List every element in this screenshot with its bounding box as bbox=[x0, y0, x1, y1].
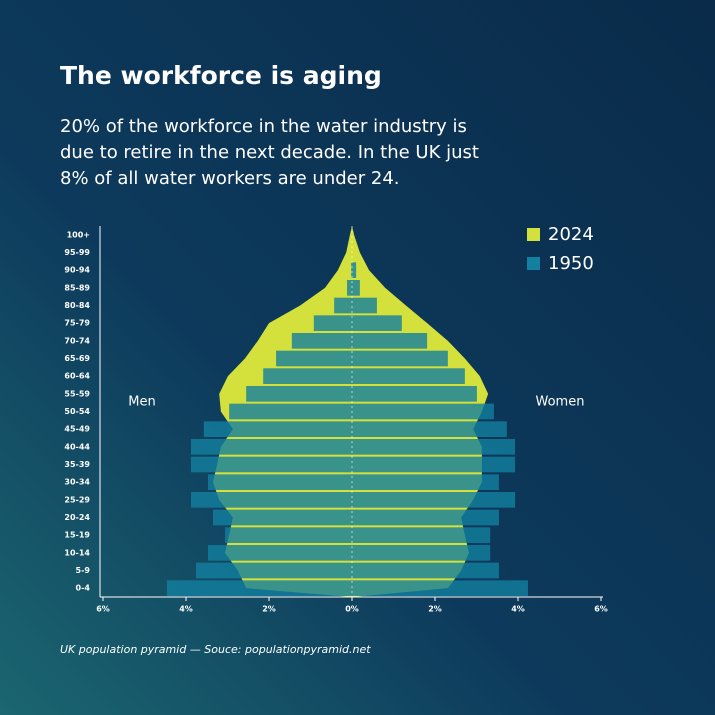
bar bbox=[195, 562, 352, 579]
bar bbox=[190, 439, 352, 455]
side-label: Men bbox=[128, 395, 155, 410]
y-tick-label: 70-74 bbox=[64, 336, 90, 345]
bar bbox=[352, 474, 499, 490]
legend-swatch bbox=[527, 228, 540, 241]
y-tick-label: 100+ bbox=[67, 230, 90, 239]
bar bbox=[207, 474, 352, 490]
bar bbox=[352, 297, 377, 314]
x-tick-label: 4% bbox=[179, 605, 193, 614]
bar bbox=[352, 350, 448, 367]
bar bbox=[212, 509, 352, 526]
bar bbox=[352, 368, 465, 384]
chart-title: The workforce is aging bbox=[60, 61, 382, 90]
bar bbox=[347, 280, 352, 296]
bar bbox=[352, 421, 507, 437]
y-tick-label: 60-64 bbox=[64, 372, 90, 381]
bar bbox=[352, 280, 360, 296]
bar bbox=[352, 562, 499, 579]
bar bbox=[352, 439, 516, 455]
bar bbox=[352, 315, 402, 331]
bar bbox=[352, 492, 516, 508]
bar bbox=[229, 403, 352, 420]
bar bbox=[313, 315, 352, 331]
bar bbox=[246, 386, 352, 402]
subtitle: 8% of all water workers are under 24. bbox=[60, 168, 400, 189]
y-tick-label: 10-14 bbox=[64, 548, 90, 557]
bar bbox=[352, 456, 516, 473]
y-tick-label: 0-4 bbox=[76, 584, 91, 593]
footnote: UK population pyramid — Souce: populatio… bbox=[60, 643, 371, 656]
bar bbox=[263, 368, 352, 384]
bar bbox=[190, 456, 352, 473]
bar bbox=[291, 333, 352, 349]
y-tick-label: 45-49 bbox=[64, 425, 90, 434]
bar bbox=[352, 333, 428, 349]
y-tick-label: 40-44 bbox=[64, 442, 90, 451]
y-tick-label: 20-24 bbox=[64, 513, 90, 522]
bar bbox=[352, 403, 494, 420]
bar bbox=[352, 527, 491, 543]
y-tick-label: 75-79 bbox=[64, 319, 90, 328]
y-tick-label: 95-99 bbox=[64, 248, 90, 257]
bar bbox=[352, 580, 528, 596]
bar bbox=[352, 545, 491, 561]
legend-label: 1950 bbox=[548, 253, 594, 274]
bar bbox=[203, 421, 352, 437]
x-tick-label: 6% bbox=[96, 605, 110, 614]
legend-label: 2024 bbox=[548, 224, 594, 245]
y-tick-label: 55-59 bbox=[64, 389, 90, 398]
bar bbox=[334, 297, 352, 314]
bar bbox=[276, 350, 352, 367]
y-tick-label: 90-94 bbox=[64, 266, 90, 275]
x-tick-label: 2% bbox=[262, 605, 276, 614]
side-label: Women bbox=[536, 395, 585, 410]
y-tick-label: 80-84 bbox=[64, 301, 90, 310]
bar bbox=[207, 545, 352, 561]
x-tick-label: 4% bbox=[511, 605, 525, 614]
y-tick-label: 35-39 bbox=[64, 460, 90, 469]
y-tick-label: 50-54 bbox=[64, 407, 90, 416]
subtitle: 20% of the workforce in the water indust… bbox=[60, 116, 467, 137]
y-tick-label: 30-34 bbox=[64, 478, 90, 487]
bar bbox=[352, 509, 499, 526]
bar bbox=[225, 527, 352, 543]
subtitle: due to retire in the next decade. In the… bbox=[60, 142, 479, 163]
y-tick-label: 15-19 bbox=[64, 531, 90, 540]
bar bbox=[352, 386, 477, 402]
x-tick-label: 2% bbox=[428, 605, 442, 614]
y-tick-label: 85-89 bbox=[64, 283, 90, 292]
x-tick-label: 6% bbox=[594, 605, 608, 614]
bar bbox=[351, 262, 352, 278]
y-tick-label: 25-29 bbox=[64, 495, 90, 504]
x-tick-label: 0% bbox=[345, 605, 359, 614]
y-tick-label: 65-69 bbox=[64, 354, 90, 363]
bar bbox=[166, 580, 352, 596]
y-tick-label: 5-9 bbox=[76, 566, 91, 575]
bar bbox=[190, 492, 352, 508]
legend-swatch bbox=[527, 257, 540, 270]
bar bbox=[352, 262, 357, 278]
